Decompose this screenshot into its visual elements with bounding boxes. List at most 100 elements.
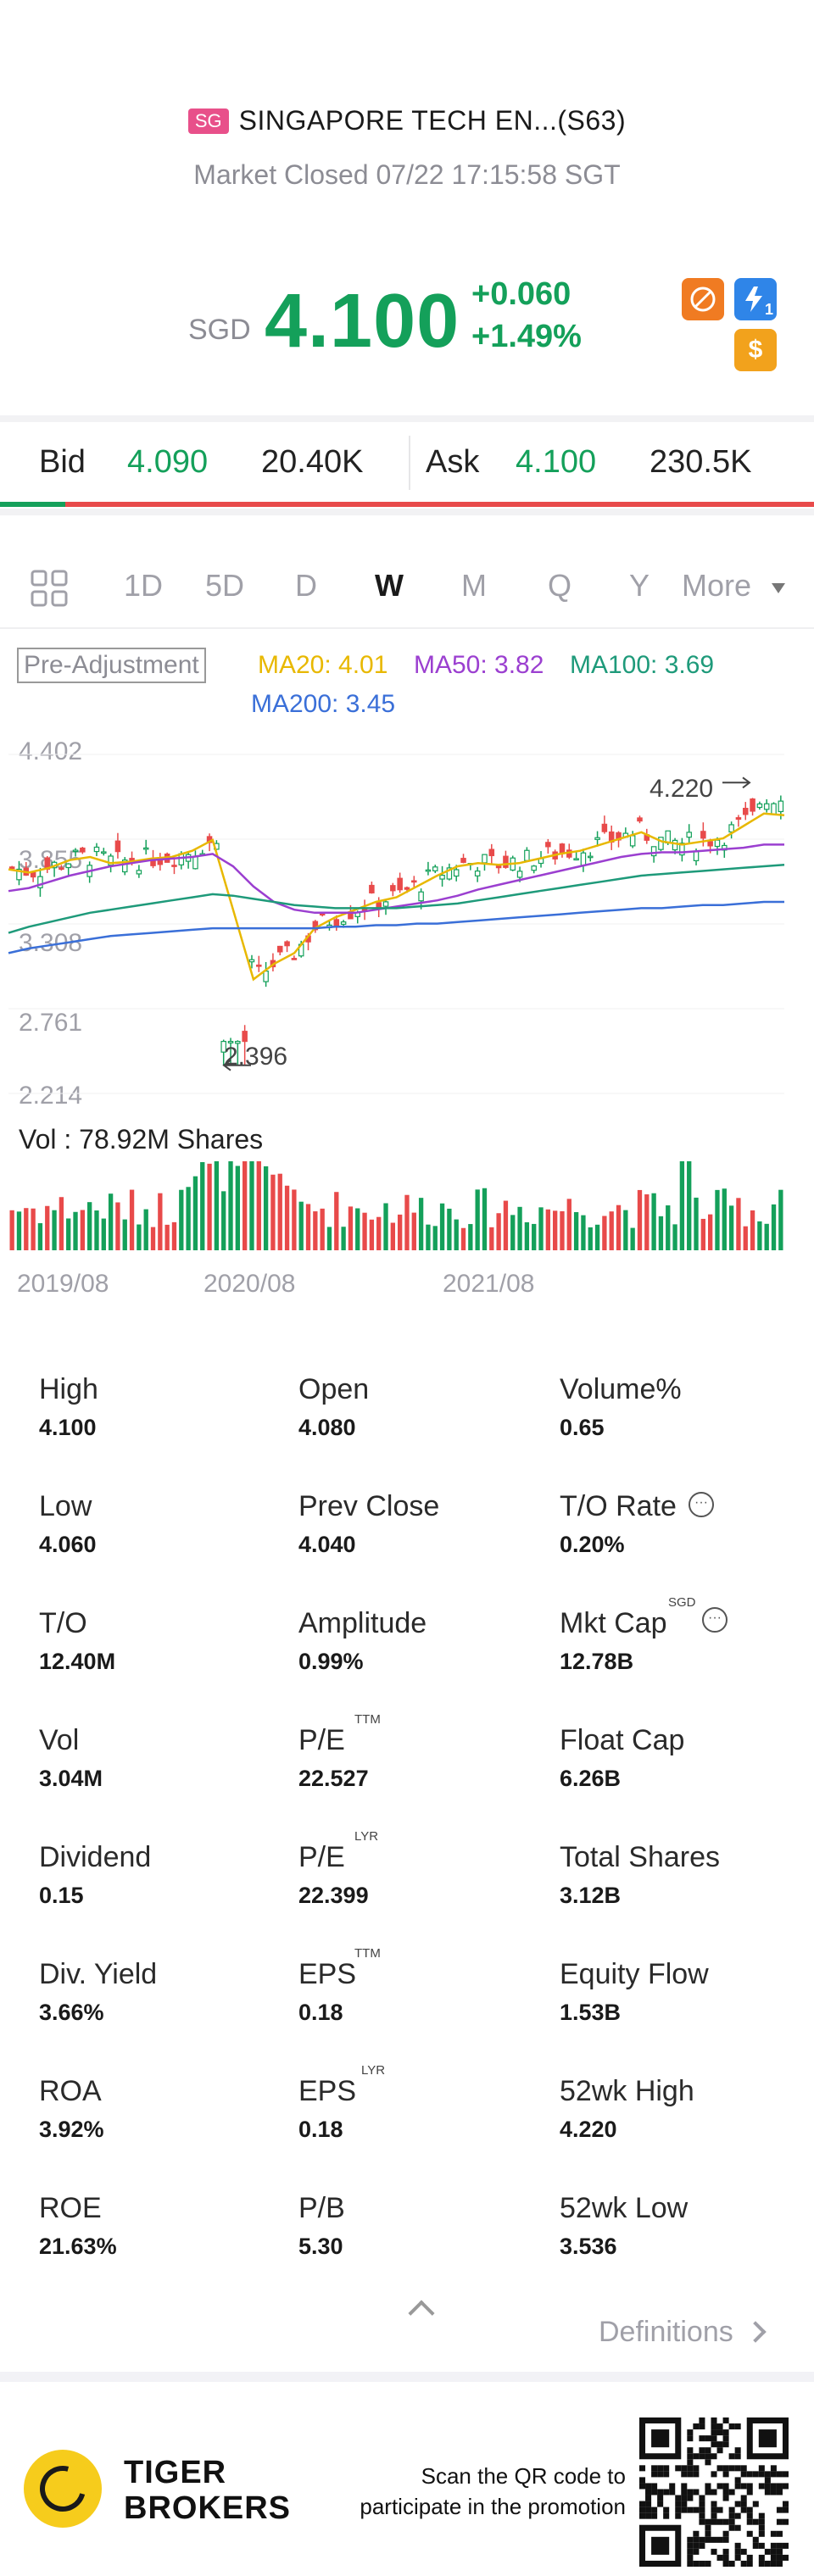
qr-module: [728, 2423, 735, 2430]
qr-module: [764, 2483, 771, 2490]
price-chart[interactable]: [0, 729, 814, 1102]
qr-module: [770, 2471, 777, 2478]
candle-body: [256, 964, 262, 967]
volume-bar: [687, 1161, 692, 1250]
tab-q[interactable]: Q: [548, 568, 572, 603]
info-icon[interactable]: ···: [702, 1607, 728, 1633]
short-sell-icon[interactable]: [682, 278, 724, 320]
collapse-chevron-icon[interactable]: [408, 2300, 435, 2327]
definitions-link[interactable]: Definitions: [599, 2316, 733, 2348]
volume-bar: [334, 1192, 339, 1250]
stock-name[interactable]: SINGAPORE TECH EN...(S63): [238, 105, 627, 136]
qr-module: [728, 2506, 735, 2513]
price-row: SGD 4.100 +0.060 +1.49% 1 $: [0, 270, 814, 371]
qr-module: [758, 2542, 765, 2549]
volume-bar: [200, 1162, 205, 1250]
qr-module: [746, 2554, 753, 2561]
volume-bar: [609, 1211, 614, 1250]
qr-module: [740, 2548, 747, 2555]
tab-y[interactable]: Y: [629, 568, 650, 603]
qr-finder: [651, 2429, 670, 2448]
candle-body: [672, 839, 678, 851]
tab-d[interactable]: D: [295, 568, 317, 603]
volume-bar: [672, 1224, 677, 1250]
volume-bar: [743, 1226, 748, 1250]
qr-module: [681, 2506, 688, 2513]
qr-module: [663, 2465, 670, 2472]
volume-bar: [305, 1204, 311, 1250]
ttm-superscript: TTM: [354, 1712, 381, 1727]
volume-bar: [566, 1199, 571, 1250]
stat-label: Equity Flow: [560, 1958, 709, 1990]
qr-module: [770, 2465, 777, 2472]
qr-module: [752, 2501, 759, 2507]
qr-module: [758, 2524, 765, 2531]
info-icon[interactable]: ···: [689, 1492, 714, 1517]
qr-module: [776, 2554, 783, 2561]
period-high-arrow: [722, 776, 751, 789]
qr-module: [687, 2548, 694, 2555]
tab-w[interactable]: W: [375, 568, 404, 603]
qr-module: [782, 2518, 789, 2525]
qr-module: [734, 2512, 741, 2519]
stat-value: 4.220: [560, 2117, 617, 2142]
lightning-icon[interactable]: 1: [734, 278, 777, 320]
volume-bar: [454, 1219, 459, 1250]
qr-module: [734, 2542, 741, 2549]
qr-module: [764, 2477, 771, 2484]
volume-bar: [602, 1216, 607, 1250]
tab-1d[interactable]: 1D: [124, 568, 164, 603]
volume-bar: [715, 1189, 720, 1250]
volume-bar: [728, 1205, 734, 1250]
volume-bar: [722, 1188, 727, 1250]
qr-module: [657, 2501, 664, 2507]
stat-p-e: P/E 22.399: [298, 1841, 369, 1909]
pre-adjustment-toggle[interactable]: Pre-Adjustment: [17, 648, 206, 683]
qr-module: [639, 2465, 646, 2472]
stat-prev-close: Prev Close 4.040: [298, 1490, 439, 1558]
candle-body: [707, 841, 713, 847]
volume-bar: [207, 1163, 212, 1250]
dollar-icon[interactable]: $: [734, 329, 777, 371]
candle-body: [390, 885, 396, 892]
qr-code-icon[interactable]: [639, 2417, 789, 2567]
tab-more[interactable]: More: [682, 568, 752, 603]
qr-module: [734, 2453, 741, 2460]
qr-module: [734, 2447, 741, 2454]
stat-label: P/E: [298, 1724, 345, 1756]
dropdown-triangle-icon[interactable]: [770, 581, 787, 595]
qr-module: [716, 2423, 723, 2430]
stat-eps: EPS 0.18: [298, 1958, 356, 2026]
qr-module: [681, 2465, 688, 2472]
stat-total-shares: Total Shares 3.12B: [560, 1841, 720, 1909]
stat-div-yield: Div. Yield 3.66%: [39, 1958, 157, 2026]
qr-module: [711, 2417, 717, 2424]
candle-body: [418, 891, 424, 902]
y-tick-label: 4.402: [19, 737, 83, 765]
candle-body: [658, 837, 664, 850]
qr-module: [687, 2495, 694, 2501]
qr-module: [722, 2560, 729, 2567]
candle-body: [750, 798, 755, 812]
candle-body: [59, 867, 64, 871]
qr-module: [705, 2536, 711, 2543]
volume-bar: [573, 1211, 579, 1250]
candle-body: [524, 849, 530, 861]
qr-module: [693, 2542, 700, 2549]
volume-bar: [447, 1208, 452, 1250]
qr-module: [722, 2471, 729, 2478]
stat-value: 22.399: [298, 1883, 369, 1908]
chevron-right-icon[interactable]: [744, 2321, 767, 2343]
volume-bar: [700, 1218, 706, 1250]
currency-label: SGD: [188, 314, 251, 346]
volume-bar: [270, 1174, 276, 1250]
candle-body: [756, 803, 763, 809]
volume-bar: [158, 1193, 163, 1250]
tab-5d[interactable]: 5D: [205, 568, 245, 603]
volume-chart[interactable]: [0, 1161, 814, 1255]
grid-layout-icon[interactable]: [29, 568, 70, 609]
volume-bar: [221, 1191, 226, 1250]
tab-m[interactable]: M: [461, 568, 487, 603]
volume-bar: [510, 1215, 516, 1250]
lyr-superscript: LYR: [361, 2063, 386, 2078]
